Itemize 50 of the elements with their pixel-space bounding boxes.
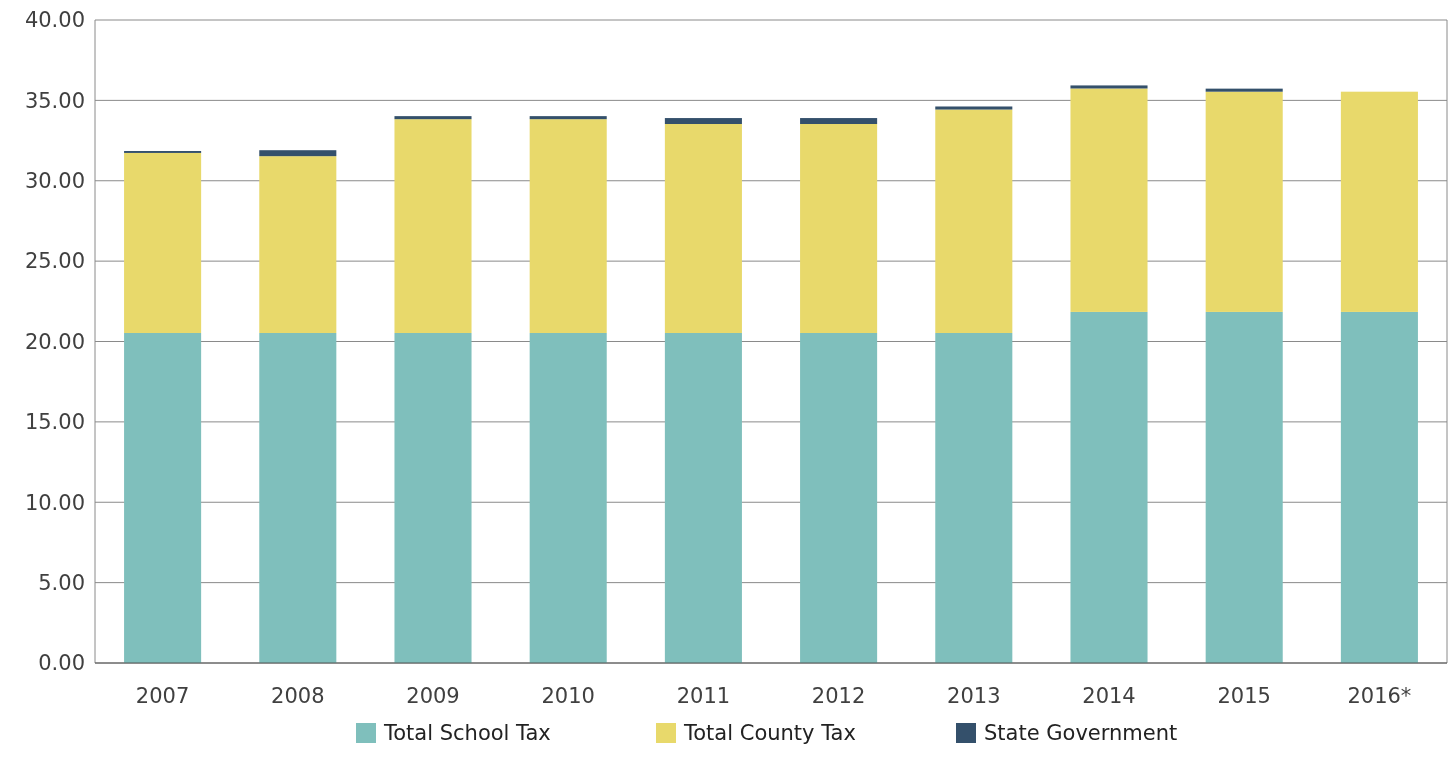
x-tick-label: 2012: [811, 684, 866, 708]
bar: [800, 124, 878, 333]
bar: [935, 106, 1013, 110]
y-tick-label: 0.00: [38, 651, 85, 676]
bar: [529, 332, 607, 663]
legend-label: State Government: [984, 721, 1178, 746]
bar: [124, 152, 202, 333]
y-tick-label: 35.00: [24, 88, 85, 113]
legend-label: Total School Tax: [383, 721, 551, 746]
bar: [664, 118, 742, 125]
bar: [259, 156, 337, 333]
x-tick-label: 2009: [406, 684, 460, 708]
bar: [259, 332, 337, 663]
bar: [124, 332, 202, 663]
bar: [1340, 311, 1418, 663]
bar: [935, 332, 1013, 663]
y-tick-label: 25.00: [24, 249, 85, 274]
x-tick-label: 2007: [135, 684, 190, 708]
x-tick-label: 2015: [1217, 684, 1271, 708]
bar: [394, 119, 472, 333]
x-tick-label: 2011: [676, 684, 731, 708]
bar: [529, 119, 607, 333]
bar: [394, 332, 472, 663]
legend-label: Total County Tax: [683, 721, 856, 746]
bar: [800, 332, 878, 663]
bar: [664, 332, 742, 663]
bar: [1070, 311, 1148, 663]
bar: [1205, 311, 1283, 663]
x-tick-label: 2016*: [1347, 684, 1412, 708]
y-tick-label: 15.00: [24, 410, 85, 435]
y-tick-label: 20.00: [24, 329, 85, 354]
bar: [529, 116, 607, 120]
y-tick-label: 40.00: [24, 8, 85, 33]
bar: [259, 150, 337, 157]
x-tick-label: 2008: [271, 684, 325, 708]
bar: [664, 124, 742, 333]
x-tick-label: 2014: [1082, 684, 1136, 708]
bar: [1205, 91, 1283, 312]
y-tick-label: 30.00: [24, 169, 85, 194]
bar: [1070, 85, 1148, 89]
y-tick-label: 10.00: [24, 490, 85, 515]
x-tick-label: 2013: [947, 684, 1001, 708]
bar: [1205, 88, 1283, 92]
bar: [394, 116, 472, 120]
bar: [1340, 91, 1418, 312]
y-tick-label: 5.00: [38, 570, 85, 595]
bar: [800, 118, 878, 125]
x-tick-label: 2010: [541, 684, 595, 708]
bar: [1070, 88, 1148, 312]
bar: [935, 109, 1013, 333]
